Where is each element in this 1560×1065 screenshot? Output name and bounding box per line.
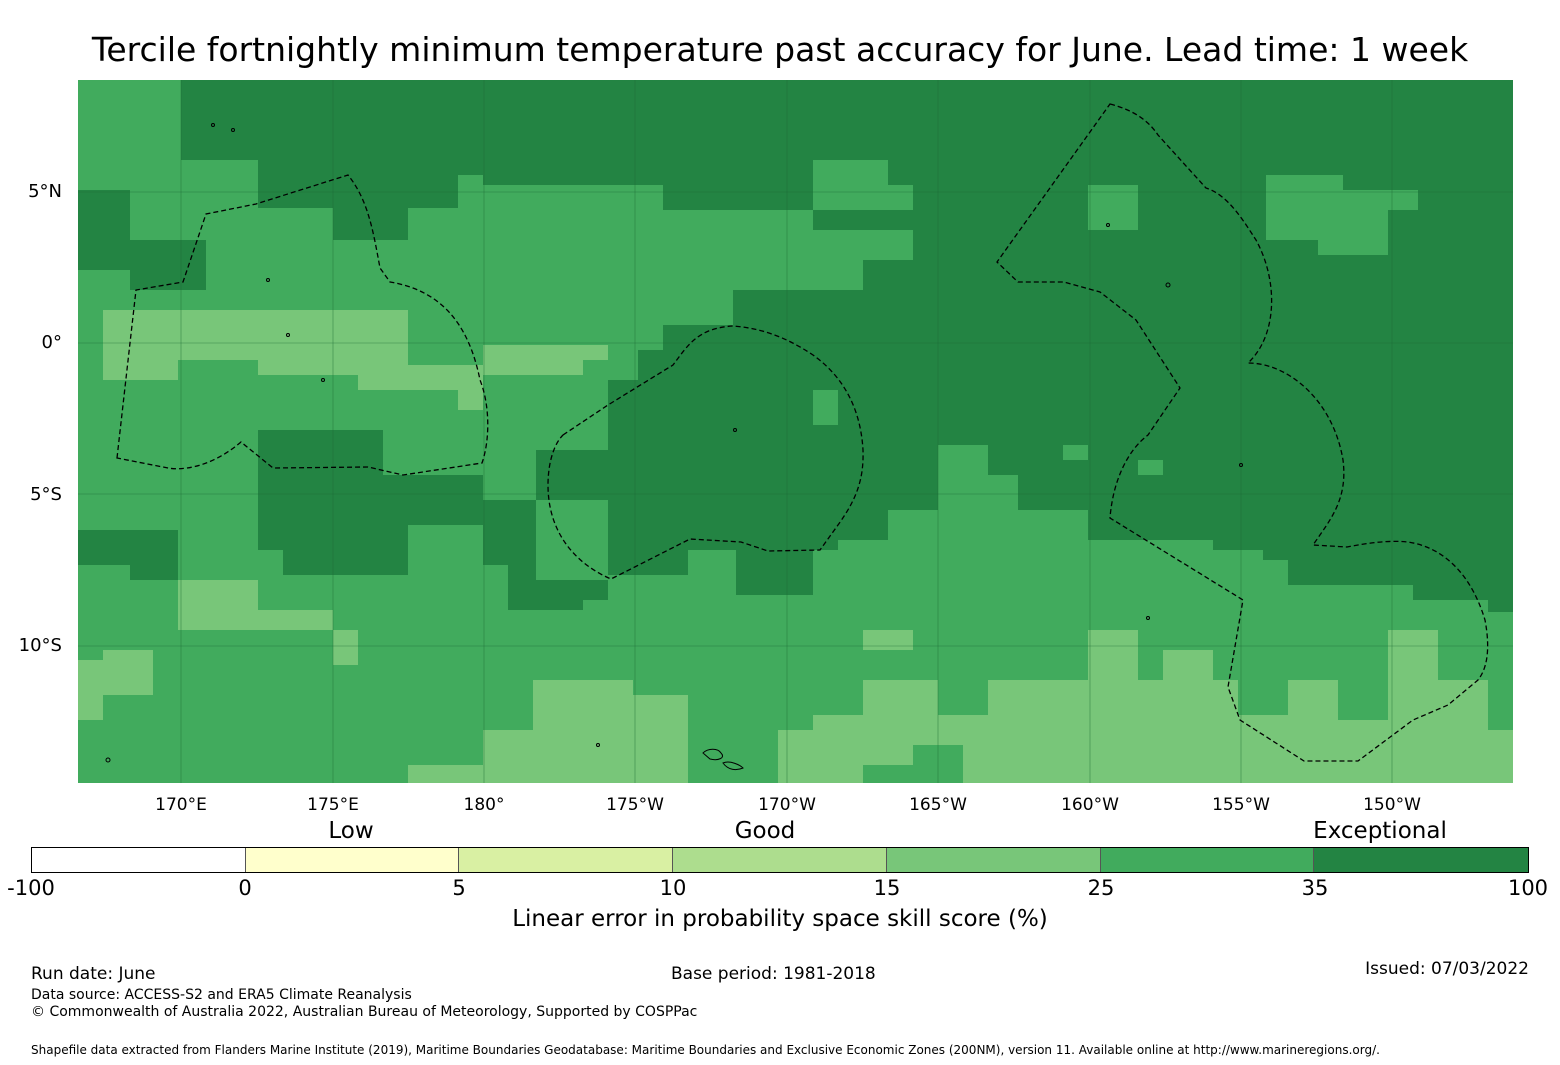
colorbar-segment	[459, 848, 674, 872]
island-dot-2	[231, 128, 235, 132]
chart-title: Tercile fortnightly minimum temperature …	[91, 30, 1469, 69]
island-dot-11	[105, 757, 111, 763]
island-dot-9	[1239, 463, 1243, 467]
skill-map	[78, 80, 1513, 783]
island-coastlines	[105, 123, 1243, 771]
good-patch-2	[1266, 175, 1418, 255]
low-good-south-east-3	[863, 630, 913, 650]
low-good-south-east-1	[778, 680, 963, 783]
exceptional-region-southwest	[78, 530, 178, 580]
category-label-good: Good	[734, 818, 796, 844]
tick-label: 5	[452, 876, 466, 900]
good-patch-3	[1088, 185, 1138, 230]
lon-label-180: 180°	[463, 795, 505, 815]
eez-boundaries	[116, 103, 1489, 762]
lon-label-170e: 170°E	[155, 795, 207, 815]
lon-label-155w: 155°W	[1212, 795, 1270, 815]
category-label-low: Low	[328, 818, 374, 844]
tick-label: 25	[1087, 876, 1115, 900]
lon-label-175w: 175°W	[606, 795, 664, 815]
base-period: Base period: 1981-2018	[671, 964, 876, 984]
colorbar-segment	[1314, 848, 1528, 872]
island-dot-3	[266, 278, 270, 282]
tick-label: 0	[238, 876, 252, 900]
tick-label: 15	[873, 876, 901, 900]
issued-date: Issued: 07/03/2022	[1365, 959, 1529, 979]
lon-label-175e: 175°E	[307, 795, 359, 815]
colorbar-segment	[886, 848, 1101, 872]
lat-label-5n: 5°N	[28, 181, 62, 202]
lon-label-165w: 165°W	[909, 795, 967, 815]
good-patch-6	[1063, 445, 1088, 460]
colorbar-segment	[673, 848, 887, 872]
island-dot-12	[596, 743, 600, 747]
lon-label-160w: 160°W	[1061, 795, 1119, 815]
island-dot-5	[321, 378, 325, 382]
exceptional-region-west	[181, 80, 478, 240]
island-samoa	[702, 748, 744, 771]
colorbar-segment	[1100, 848, 1315, 872]
good-patch-7	[1138, 460, 1163, 475]
colorbar-title: Linear error in probability space skill …	[512, 906, 1048, 932]
island-dot-1	[211, 123, 215, 127]
run-date: Run date: June	[31, 964, 156, 984]
colorbar-segment	[32, 848, 246, 872]
category-label-exceptional: Exceptional	[1313, 818, 1447, 844]
tick-label: 10	[659, 876, 687, 900]
island-dot-8	[1165, 282, 1171, 288]
low-good-southwest-corner	[103, 650, 153, 695]
exceptional-region-center-south	[258, 430, 483, 575]
tick-label: 35	[1301, 876, 1329, 900]
skill-patches	[78, 80, 1513, 783]
island-dot-10	[1146, 616, 1150, 620]
good-patch-1	[813, 160, 913, 210]
eez-kiribati-gilberts	[116, 174, 489, 476]
low-good-south-west	[178, 580, 333, 630]
eez-line-islands	[996, 103, 1489, 762]
good-patch-5	[938, 445, 988, 475]
lat-label-10s: 10°S	[18, 635, 62, 656]
island-dot-4	[286, 333, 290, 337]
island-dot-6	[733, 428, 737, 432]
lon-label-170w: 170°W	[758, 795, 816, 815]
low-good-south-patch	[333, 630, 358, 665]
low-good-equator-west	[103, 310, 483, 410]
colorbar-segment	[245, 848, 460, 872]
tick-label: -100	[7, 876, 55, 900]
tick-label: 100	[1507, 876, 1549, 900]
lat-label-5s: 5°S	[30, 484, 62, 505]
low-good-south-center	[408, 680, 688, 783]
island-dot-7	[1106, 223, 1110, 227]
low-good-south-east-2	[963, 630, 1513, 783]
lat-label-0: 0°	[41, 332, 62, 353]
low-good-west-edge	[78, 660, 103, 720]
shapefile-credit: Shapefile data extracted from Flanders M…	[31, 1043, 1380, 1057]
exceptional-region-south-center	[483, 500, 608, 610]
data-source: Data source: ACCESS-S2 and ERA5 Climate …	[31, 987, 412, 1003]
lon-label-150w: 150°W	[1363, 795, 1421, 815]
low-good-equator-center	[483, 345, 608, 375]
exceptional-region-northwest	[78, 190, 206, 290]
colorbar	[31, 847, 1529, 873]
copyright: © Commonwealth of Australia 2022, Austra…	[31, 1004, 698, 1020]
map-gridlines	[78, 80, 1513, 783]
exceptional-region-east	[478, 80, 1513, 612]
good-patch-4	[813, 390, 838, 425]
